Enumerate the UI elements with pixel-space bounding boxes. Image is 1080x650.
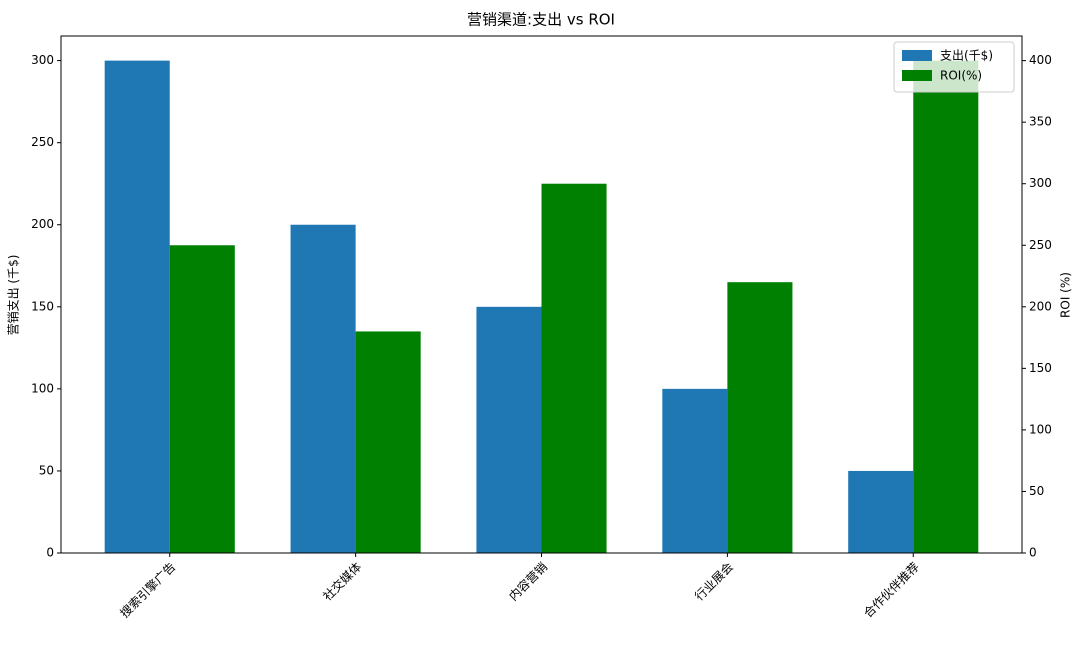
y-tick-label: 0 xyxy=(46,546,54,560)
bar xyxy=(104,60,170,553)
x-tick-label: 行业展会 xyxy=(692,560,736,604)
y2-tick-label: 50 xyxy=(1029,484,1044,498)
y2-tick-label: 300 xyxy=(1029,176,1052,190)
bar xyxy=(290,224,356,553)
y-tick-label: 250 xyxy=(31,135,54,149)
bar xyxy=(913,60,979,553)
y-tick-label: 300 xyxy=(31,53,54,67)
x-tick-label: 内容营销 xyxy=(506,559,551,604)
legend-label: ROI(%) xyxy=(940,69,982,83)
y-axis-label: 营销支出 (千$) xyxy=(7,255,21,336)
x-tick-label: 搜索引擎广告 xyxy=(117,559,179,621)
bar xyxy=(355,331,421,553)
bar xyxy=(541,183,607,553)
y-tick-label: 150 xyxy=(31,299,54,313)
bar xyxy=(727,282,793,553)
bar xyxy=(662,388,728,553)
y2-tick-label: 250 xyxy=(1029,238,1052,252)
y2-tick-label: 150 xyxy=(1029,361,1052,375)
y2-tick-label: 0 xyxy=(1029,546,1037,560)
legend-label: 支出(千$) xyxy=(940,49,993,63)
chart-title: 营销渠道:支出 vs ROI xyxy=(467,11,615,29)
legend-swatch xyxy=(902,70,932,81)
y2-axis-label: ROI (%) xyxy=(1059,272,1073,318)
legend-swatch xyxy=(902,50,932,61)
y2-tick-label: 200 xyxy=(1029,299,1052,313)
bar xyxy=(476,306,542,553)
x-tick-label: 合作伙伴推荐 xyxy=(860,559,922,621)
y-tick-label: 50 xyxy=(39,463,54,477)
y2-tick-label: 400 xyxy=(1029,53,1052,67)
y2-tick-label: 100 xyxy=(1029,422,1052,436)
bar xyxy=(848,470,914,553)
bar xyxy=(169,245,235,553)
y2-tick-label: 350 xyxy=(1029,115,1052,129)
y-tick-label: 200 xyxy=(31,217,54,231)
y-tick-label: 100 xyxy=(31,381,54,395)
x-tick-label: 社交媒体 xyxy=(320,559,365,604)
